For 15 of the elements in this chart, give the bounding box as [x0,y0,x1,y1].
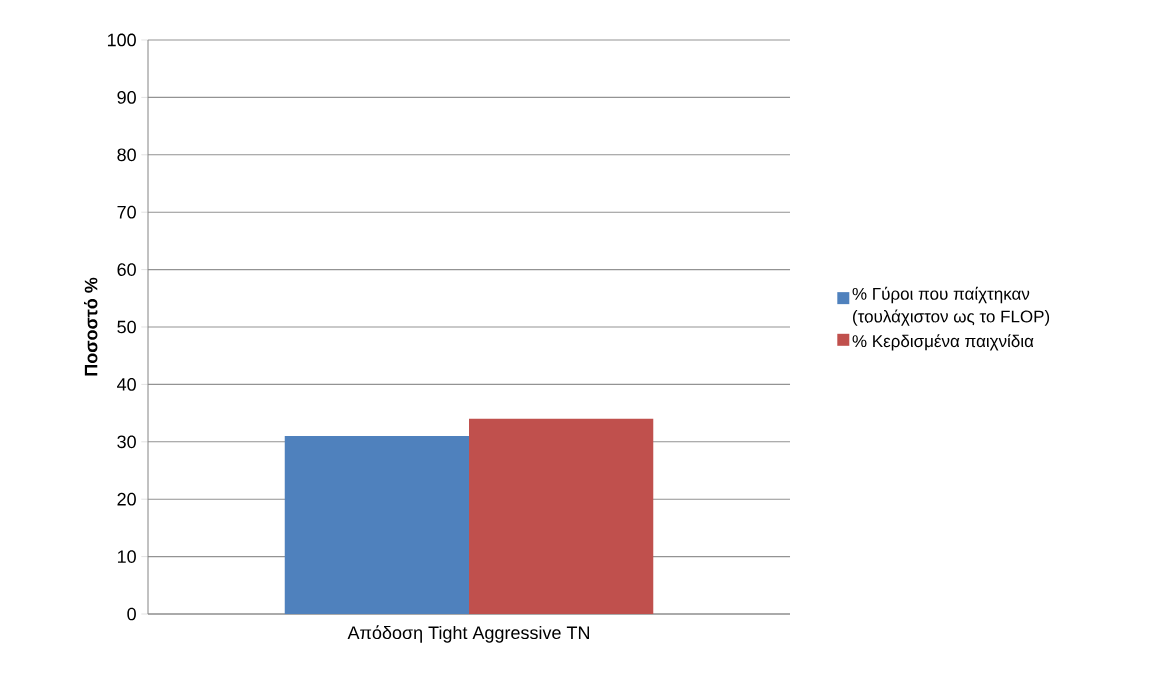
y-tick-label: 80 [117,148,136,162]
y-tick-label: 100 [107,33,136,47]
y-tick-label: 0 [127,607,136,621]
y-tick-label: 20 [117,492,136,506]
y-tick-label: 60 [117,263,136,276]
y-tick-label: 10 [117,550,136,563]
y-tick-label: 30 [117,435,136,449]
y-tick-label: 90 [117,91,136,104]
y-tick-label: 40 [117,378,136,391]
y-axis-title: Ποσοστό % [84,277,98,376]
legend-label: % Γύροι που παίχτηκαν (τουλάχιστον ως το FLOP) [852,286,1050,326]
y-tick-label: 70 [117,205,136,219]
legend-label: % Κερδισμένα παιχνίδια [852,334,1034,351]
x-tick-label: Απόδοση Tight Aggressive TN [347,625,590,643]
y-tick-label: 50 [117,320,136,334]
